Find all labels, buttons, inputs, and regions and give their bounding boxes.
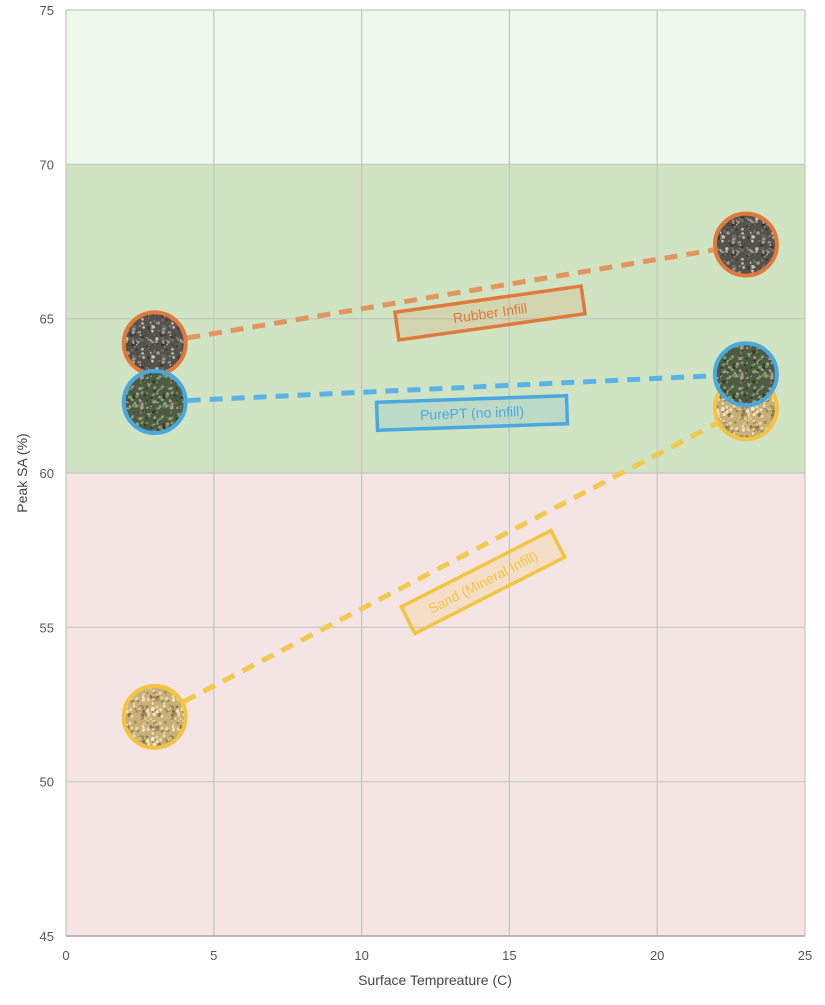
y-tick-label: 45 bbox=[40, 929, 54, 944]
y-tick-label: 65 bbox=[40, 312, 54, 327]
data-point bbox=[121, 683, 188, 750]
x-tick-label: 25 bbox=[798, 948, 812, 963]
x-tick-label: 0 bbox=[62, 948, 69, 963]
data-point bbox=[712, 341, 779, 408]
x-tick-label: 20 bbox=[650, 948, 664, 963]
series-label: Rubber Infill bbox=[392, 284, 588, 342]
series-line bbox=[186, 247, 714, 341]
y-tick-label: 55 bbox=[40, 620, 54, 635]
x-tick-label: 10 bbox=[354, 948, 368, 963]
series-label: PurePT (no infill) bbox=[374, 393, 570, 433]
data-point bbox=[712, 211, 779, 278]
x-tick-label: 15 bbox=[502, 948, 516, 963]
band-2 bbox=[66, 473, 805, 936]
data-point bbox=[121, 310, 188, 377]
band-0 bbox=[66, 10, 805, 165]
series-label-text: PurePT (no infill) bbox=[420, 403, 525, 423]
y-tick-label: 60 bbox=[40, 466, 54, 481]
y-tick-label: 75 bbox=[40, 3, 54, 18]
y-tick-label: 50 bbox=[40, 775, 54, 790]
data-point bbox=[121, 369, 188, 436]
x-axis-label: Surface Tempreature (C) bbox=[358, 972, 512, 988]
series-line bbox=[182, 421, 718, 704]
x-tick-label: 5 bbox=[210, 948, 217, 963]
y-axis-label: Peak SA (%) bbox=[14, 433, 30, 512]
y-tick-label: 70 bbox=[40, 157, 54, 172]
